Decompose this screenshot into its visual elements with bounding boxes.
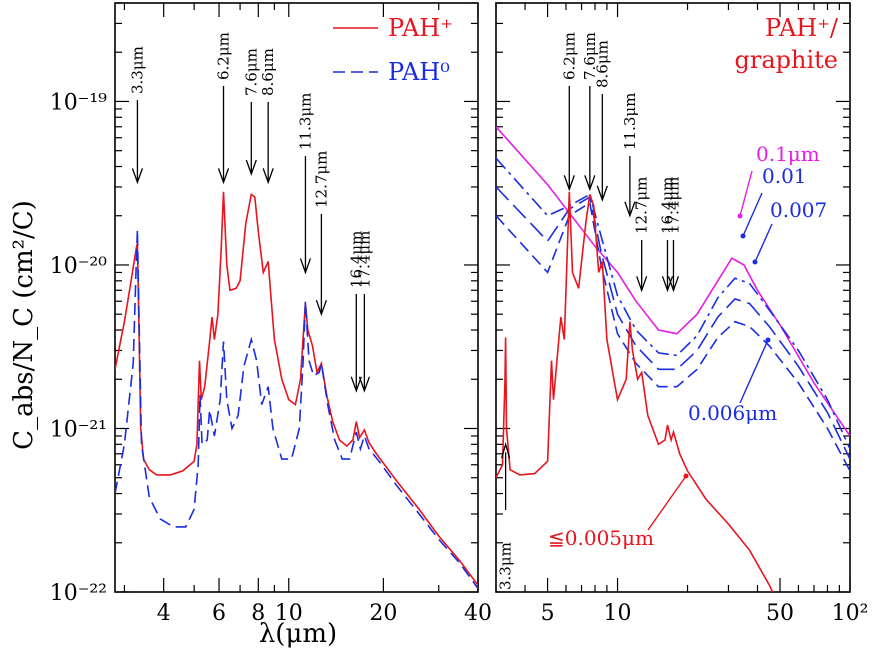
- x-tick-label: 10²: [832, 601, 869, 626]
- size-pointer: [754, 223, 773, 263]
- feature-arrowhead: [584, 175, 596, 192]
- feature-arrowhead: [636, 276, 648, 293]
- y-tick-label: 10⁻¹⁹: [50, 90, 107, 115]
- feature-label: 16.4μm: [347, 231, 365, 288]
- x-tick-label: 6: [212, 601, 226, 626]
- feature-label: 7.6μm: [242, 48, 260, 96]
- feature-arrowhead: [563, 175, 575, 192]
- feature-arrowhead: [131, 168, 144, 185]
- series-line: [496, 191, 774, 592]
- size-pointer-tip: [740, 233, 746, 239]
- feature-label: 7.6μm: [581, 32, 599, 80]
- series-line: [496, 201, 850, 472]
- size-pointer-tip: [737, 213, 743, 219]
- x-tick-label: 10: [604, 601, 632, 626]
- x-tick-label: 20: [369, 601, 397, 626]
- series-line: [496, 186, 850, 460]
- plot-frame: [495, 2, 851, 593]
- x-tick-label: 50: [766, 601, 794, 626]
- feature-label: 17.4μm: [355, 231, 373, 288]
- y-tick-label: 10⁻²¹: [50, 417, 107, 442]
- series-line: [115, 191, 478, 586]
- legend-label: PAH⁰: [388, 58, 450, 86]
- feature-label: 3.3μm: [128, 46, 146, 94]
- feature-label: 11.3μm: [296, 93, 314, 150]
- legend-label: PAH⁺: [388, 14, 453, 42]
- size-pointer-tip: [683, 473, 689, 479]
- feature-label: 6.2μm: [560, 32, 578, 80]
- size-pointer: [742, 192, 763, 237]
- size-pointer: [647, 475, 687, 531]
- panel-title: PAH⁺/: [765, 14, 839, 42]
- x-tick-label: 5: [541, 601, 555, 626]
- size-pointer-tip: [765, 337, 771, 343]
- size-label: 0.006μm: [688, 401, 777, 425]
- feature-arrowhead: [358, 376, 370, 393]
- x-axis-label: λ(μm): [259, 619, 337, 649]
- size-label: 0.1μm: [756, 142, 820, 166]
- feature-arrowhead: [262, 168, 274, 185]
- feature-arrowhead: [245, 159, 257, 176]
- y-tick-label: 10⁻²²: [50, 581, 107, 606]
- feature-label: 12.7μm: [633, 177, 651, 234]
- feature-arrowhead: [661, 276, 674, 293]
- x-tick-label: 8: [251, 601, 265, 626]
- size-label: ≦0.005μm: [548, 526, 654, 550]
- feature-label: 8.6μm: [593, 40, 611, 88]
- y-axis-label: C_abs/N_C (cm²/C): [9, 200, 39, 450]
- feature-label: 16.4μm: [658, 177, 676, 234]
- feature-arrowhead: [350, 376, 362, 393]
- feature-label: 17.4μm: [664, 177, 682, 234]
- feature-arrowhead: [299, 258, 312, 275]
- feature-arrowhead: [596, 185, 608, 202]
- size-label: 0.007: [770, 198, 827, 222]
- feature-label: 8.6μm: [259, 48, 277, 96]
- feature-arrowhead: [667, 276, 680, 293]
- series-line: [115, 229, 478, 589]
- feature-arrowhead: [315, 299, 328, 317]
- x-tick-label: 40: [464, 601, 492, 626]
- x-tick-label: 10: [275, 601, 303, 626]
- feature-arrowhead: [217, 168, 230, 185]
- x-tick-label: 4: [157, 601, 171, 626]
- feature-arrowhead: [500, 441, 511, 459]
- plot-frame: [114, 2, 479, 593]
- y-tick-label: 10⁻²⁰: [50, 254, 107, 279]
- size-pointer-tip: [752, 259, 758, 265]
- feature-label: 6.2μm: [215, 32, 233, 80]
- series-line: [496, 157, 850, 450]
- feature-label: 12.7μm: [312, 151, 330, 208]
- panel-title: graphite: [735, 46, 839, 74]
- size-pointer: [739, 170, 753, 217]
- feature-label: 11.3μm: [621, 93, 639, 150]
- left-panel: 10⁻²² 10⁻²¹ 10⁻²⁰ 10⁻¹⁹ 4 6 8 10 20 40 3.3μm 6.2μm 7…: [50, 2, 492, 626]
- feature-arrowhead: [624, 201, 636, 218]
- feature-label: 3.3μm: [497, 542, 515, 590]
- size-label: 0.01: [762, 164, 807, 188]
- size-pointer: [739, 339, 769, 404]
